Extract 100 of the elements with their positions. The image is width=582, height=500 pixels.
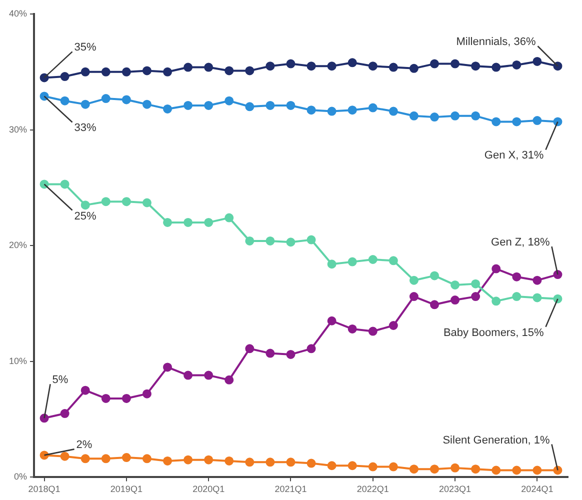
point <box>306 458 316 468</box>
point <box>286 238 296 247</box>
point <box>409 276 418 285</box>
point <box>492 264 501 274</box>
point <box>224 456 234 466</box>
point <box>122 453 131 462</box>
point <box>122 197 131 206</box>
x-tick-label: 2019Q1 <box>110 484 142 494</box>
point <box>142 389 152 398</box>
point <box>204 100 214 110</box>
point <box>368 62 378 71</box>
annotation: 35% <box>74 42 97 54</box>
point <box>450 59 460 68</box>
point <box>184 370 193 380</box>
point <box>204 218 214 227</box>
annotation: Gen X, 31% <box>484 150 544 162</box>
point <box>245 66 254 76</box>
point <box>450 280 460 290</box>
annotation: 5% <box>52 374 68 386</box>
point <box>101 454 110 464</box>
point <box>60 96 70 106</box>
point <box>266 62 275 71</box>
point <box>512 60 522 70</box>
point <box>512 117 522 126</box>
point <box>266 458 275 467</box>
point <box>348 58 357 68</box>
y-tick-label: 10% <box>9 356 28 366</box>
point <box>430 271 440 280</box>
point <box>245 102 254 112</box>
point <box>184 218 193 227</box>
point <box>471 62 480 71</box>
point <box>492 117 501 126</box>
point <box>204 62 214 72</box>
point <box>224 66 234 76</box>
point <box>101 197 110 206</box>
point <box>532 116 542 126</box>
point <box>327 260 336 269</box>
point <box>532 466 542 475</box>
x-tick-label: 2023Q1 <box>439 484 472 494</box>
point <box>532 293 542 302</box>
point <box>409 64 418 73</box>
point <box>60 409 70 418</box>
point <box>450 296 460 305</box>
point <box>388 321 398 330</box>
y-tick-label: 30% <box>9 124 28 134</box>
point <box>306 235 316 244</box>
point <box>492 62 501 72</box>
annotation: 25% <box>74 210 97 222</box>
point <box>409 111 418 120</box>
point <box>266 100 275 110</box>
y-tick-label: 40% <box>9 8 28 18</box>
point <box>532 56 542 66</box>
y-tick-label: 0% <box>14 472 28 482</box>
point <box>245 344 254 354</box>
annotation: 2% <box>76 439 92 452</box>
point <box>163 362 172 372</box>
point <box>471 279 480 288</box>
point <box>204 455 214 464</box>
point <box>348 257 357 266</box>
point <box>306 62 316 71</box>
point <box>327 461 336 470</box>
point <box>286 458 296 467</box>
annotation: Silent Generation, 1% <box>442 434 550 446</box>
point <box>245 236 254 246</box>
point <box>101 94 110 104</box>
point <box>409 292 418 302</box>
point <box>101 67 110 76</box>
point <box>471 292 480 302</box>
point <box>122 394 131 403</box>
x-tick-label: 2020Q1 <box>192 484 225 494</box>
point <box>388 62 398 72</box>
y-tick-label: 20% <box>9 240 28 250</box>
point <box>163 67 172 76</box>
point <box>450 111 460 120</box>
point <box>388 256 398 266</box>
point <box>286 59 296 68</box>
point <box>327 62 336 71</box>
point <box>80 67 90 76</box>
point <box>80 200 90 210</box>
x-tick-label: 2021Q1 <box>274 484 307 494</box>
point <box>348 324 357 334</box>
annotation: Millennials, 36% <box>456 36 536 48</box>
point <box>512 466 522 475</box>
point <box>492 296 501 306</box>
point <box>368 103 378 112</box>
point <box>306 344 316 354</box>
point <box>327 106 336 116</box>
point <box>142 454 152 464</box>
point <box>348 461 357 470</box>
point <box>512 292 522 302</box>
point <box>80 454 90 464</box>
point <box>266 348 275 358</box>
point <box>80 100 90 109</box>
point <box>184 62 193 72</box>
point <box>224 213 234 222</box>
point <box>142 100 152 109</box>
point <box>122 67 131 76</box>
point <box>368 326 378 336</box>
point <box>286 350 296 359</box>
point <box>286 100 296 110</box>
